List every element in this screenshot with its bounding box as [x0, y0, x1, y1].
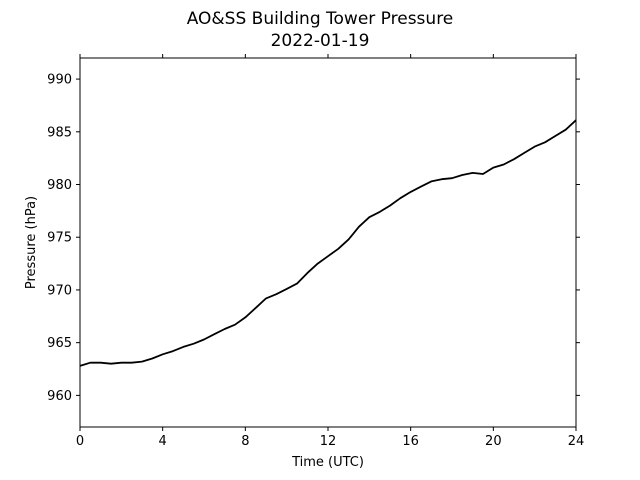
y-axis-label: Pressure (hPa): [24, 196, 39, 289]
x-tick-label: 20: [485, 434, 502, 449]
y-tick-label: 960: [47, 389, 72, 404]
y-tick-label: 975: [47, 231, 72, 246]
x-axis-label: Time (UTC): [291, 455, 364, 470]
y-axis-ticks: 960 965 970 975 980 985 990: [47, 73, 580, 404]
x-tick-label: 4: [159, 434, 167, 449]
y-tick-label: 980: [47, 178, 72, 193]
y-tick-label: 965: [47, 336, 72, 351]
chart-title: AO&SS Building Tower Pressure: [187, 9, 454, 29]
chart-subtitle: 2022-01-19: [271, 31, 370, 51]
x-tick-label: 24: [568, 434, 585, 449]
x-tick-label: 0: [76, 434, 84, 449]
plot-frame: [79, 57, 577, 428]
y-tick-label: 970: [47, 283, 72, 298]
x-tick-label: 8: [241, 434, 249, 449]
x-axis-ticks: 0 4 8 12 16 20 24: [76, 54, 584, 449]
x-tick-label: 16: [402, 434, 419, 449]
pressure-series-line: [79, 119, 577, 367]
x-tick-label: 12: [320, 434, 337, 449]
y-tick-label: 990: [47, 73, 72, 88]
y-tick-label: 985: [47, 125, 72, 140]
